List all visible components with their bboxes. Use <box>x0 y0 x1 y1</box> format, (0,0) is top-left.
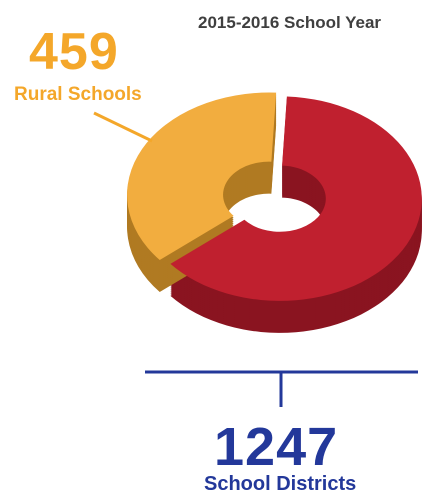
rural-schools-count: 459 <box>29 23 119 81</box>
donut-tops <box>127 92 422 301</box>
school-districts-label: School Districts <box>204 473 357 495</box>
chart-title: 2015-2016 School Year <box>198 13 382 32</box>
donut-slice-rural-schools <box>127 92 277 261</box>
rural-schools-label: Rural Schools <box>14 84 142 105</box>
donut-slice-school-districts <box>170 96 422 301</box>
rural-leader-line <box>93 111 153 143</box>
school-districts-count: 1247 <box>214 417 339 477</box>
